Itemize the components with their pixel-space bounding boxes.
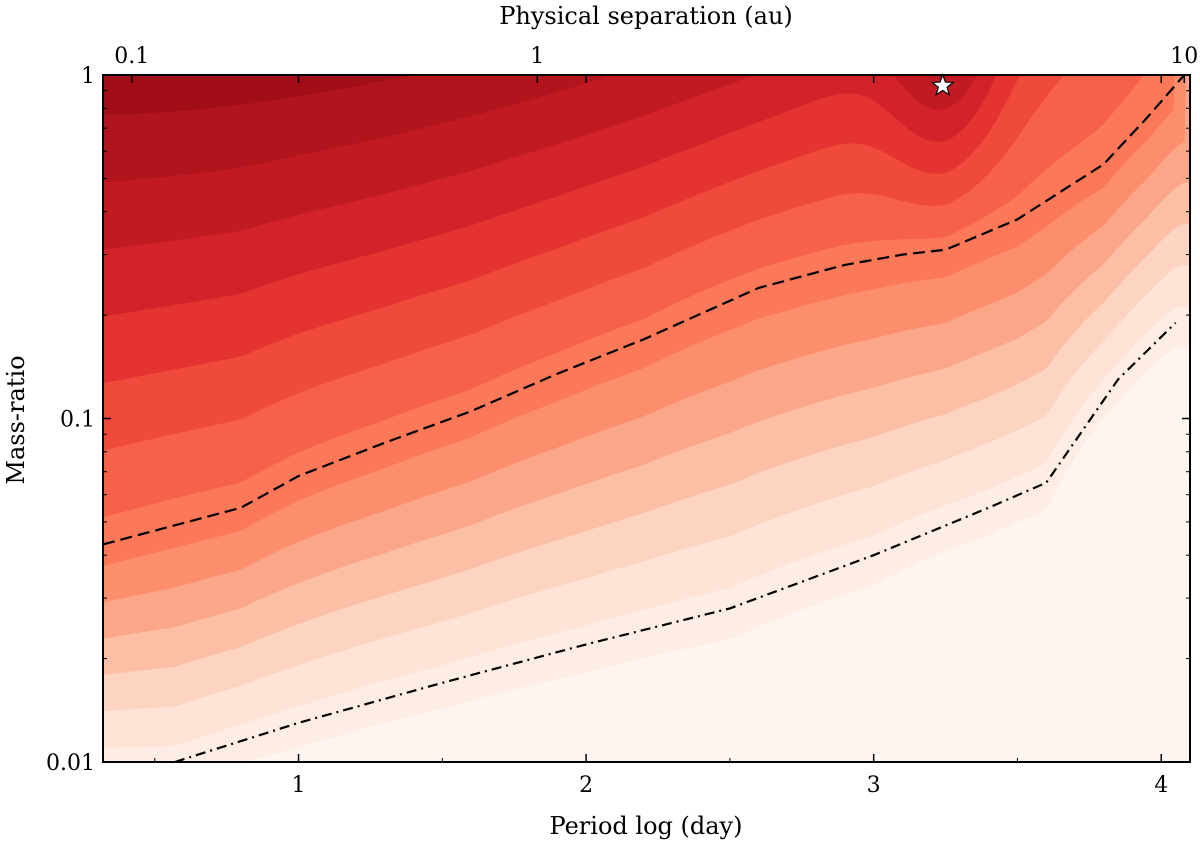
contour-band-13 [103,75,950,183]
x-tick-label: 1 [292,773,306,798]
top-axis-label: Physical separation (au) [499,2,793,30]
top-tick-label: 0.1 [114,44,149,69]
markers [930,73,955,97]
key-contour-lines [103,75,1186,762]
y-tick-label: 0.01 [46,751,95,776]
y-tick-label: 0.1 [60,408,95,433]
x-axis-label: Period log (day) [550,812,743,840]
contour-band-14 [103,75,413,116]
axis-ticks: 1 2 3 4 1 0.1 0.01 0.1 1 10 [46,44,1198,798]
y-axis-label: Mass-ratio [2,355,30,484]
contour-line-dash-dot [174,321,1177,762]
x-tick-label: 3 [867,773,881,798]
star-marker [930,73,955,97]
x-tick-label: 2 [579,773,593,798]
top-tick-label: 1 [530,44,544,69]
contour-line-dashed [103,75,1186,546]
x-tick-label: 4 [1154,773,1168,798]
contour-bands [103,75,1190,762]
y-tick-label: 1 [81,64,95,89]
top-tick-label: 10 [1170,44,1198,69]
